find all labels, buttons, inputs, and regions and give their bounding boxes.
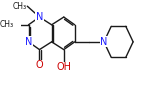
Text: CH₃: CH₃ [0, 20, 13, 29]
Text: CH₃: CH₃ [13, 2, 27, 11]
Text: O: O [36, 60, 43, 70]
Text: N: N [25, 37, 32, 47]
Text: OH: OH [56, 62, 71, 72]
Text: N: N [100, 37, 108, 47]
Text: N: N [36, 12, 43, 22]
